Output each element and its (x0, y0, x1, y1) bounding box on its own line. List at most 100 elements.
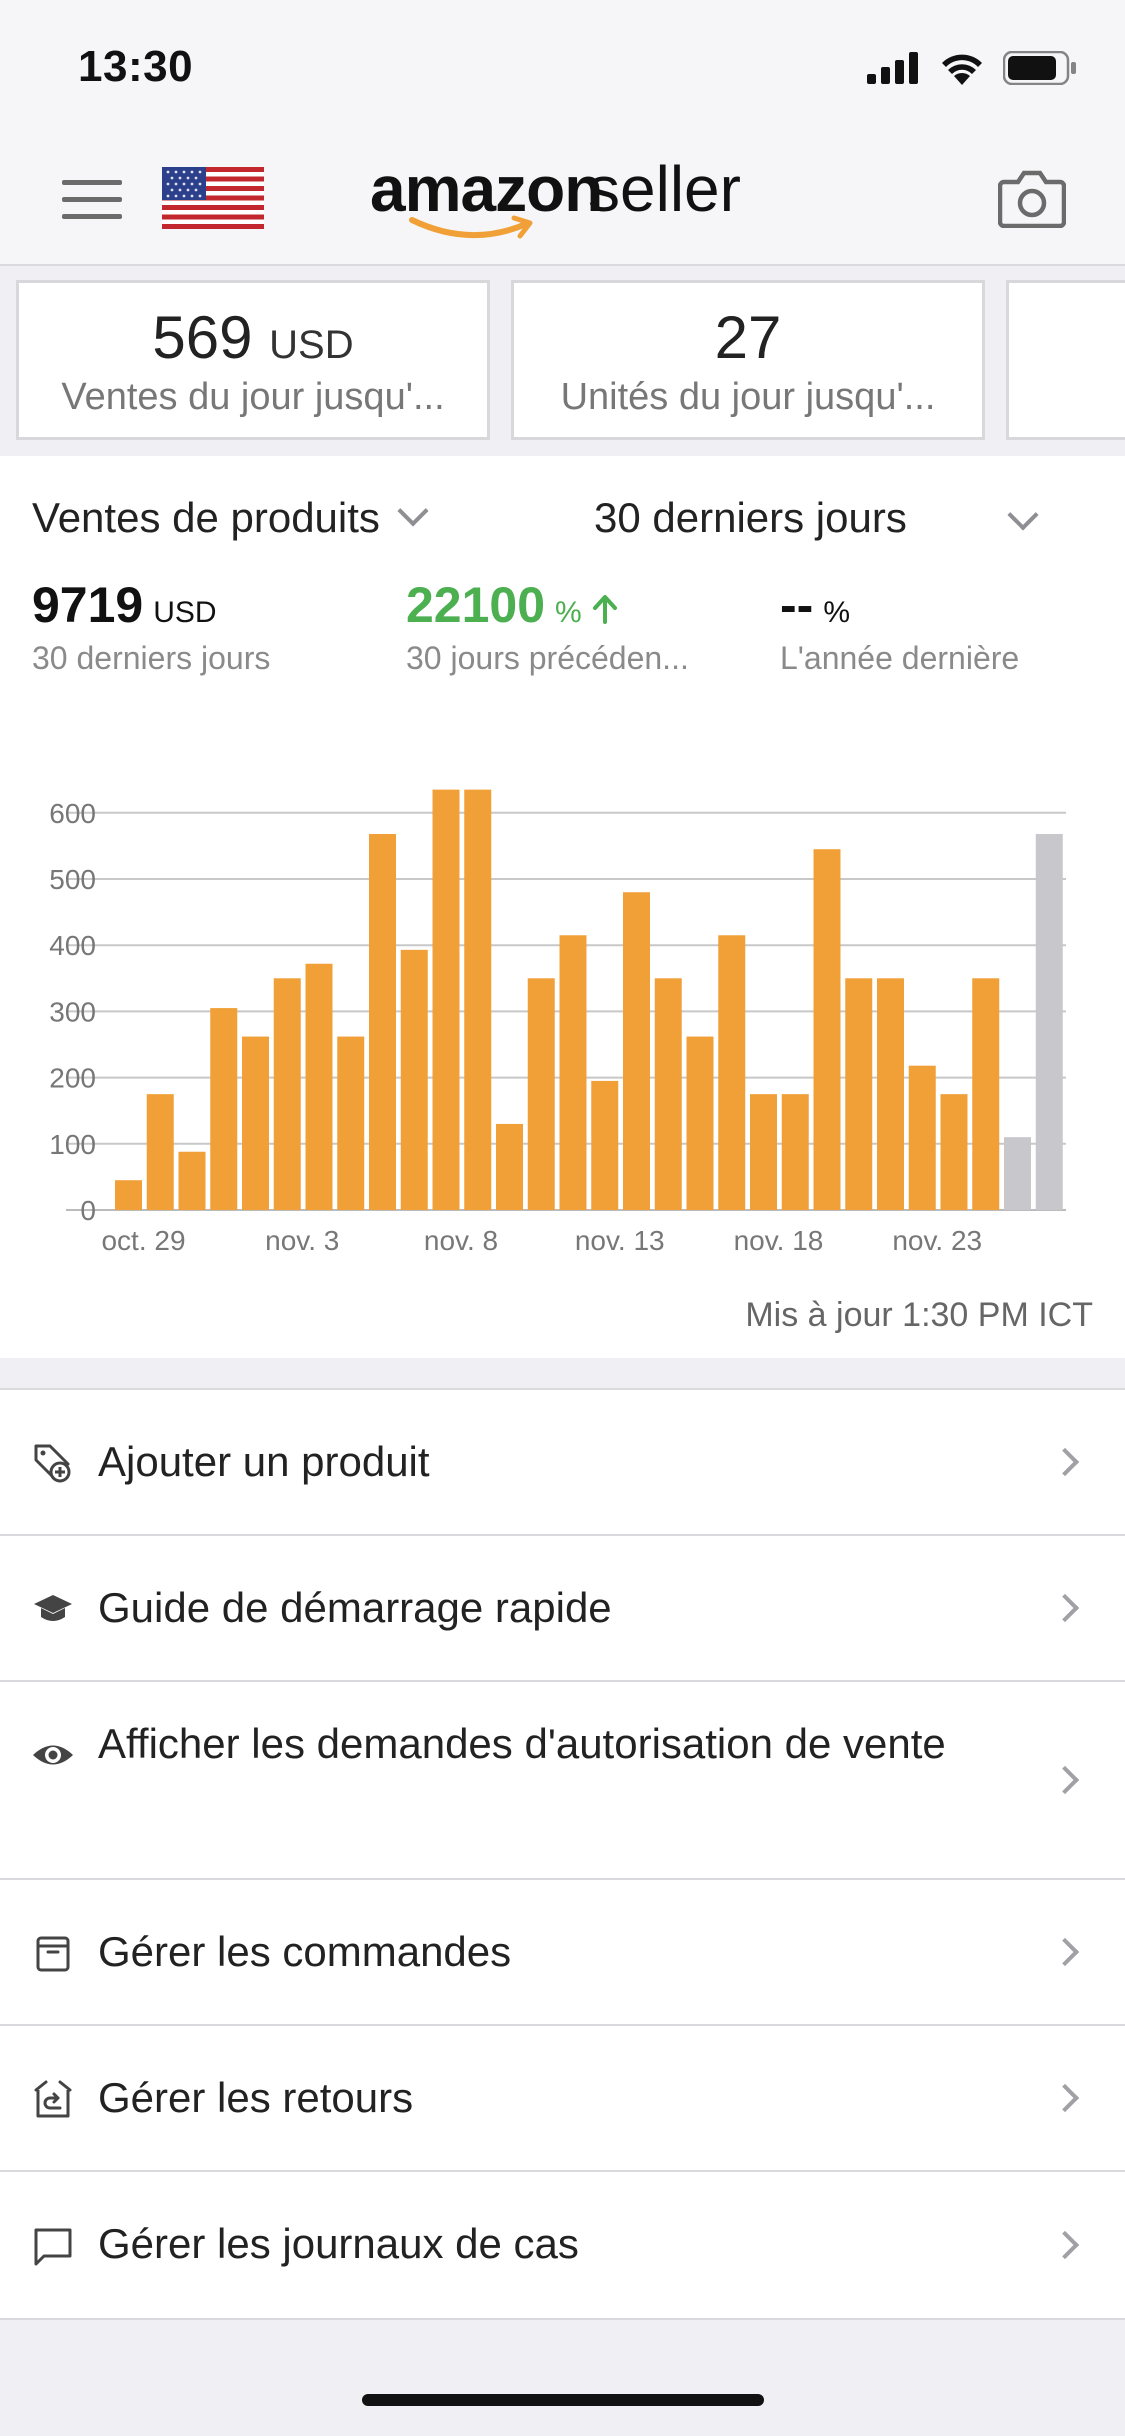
period-dropdown[interactable]: 30 derniers jours (594, 494, 1039, 542)
card-value-unit: USD (269, 323, 354, 367)
sales-panel: Ventes de produits 30 derniers jours 971… (0, 456, 1125, 1358)
status-time: 13:30 (78, 42, 194, 91)
summary-cards: 569 USD Ventes du jour jusqu'... 27 Unit… (0, 266, 1125, 456)
x-tick-label: oct. 29 (101, 1225, 185, 1256)
chevron-right-icon (1050, 2083, 1080, 2113)
bar[interactable] (337, 1036, 365, 1210)
menu-item-manage-returns[interactable]: Gérer les retours (0, 2026, 1125, 2172)
period-dropdown-label: 30 derniers jours (594, 494, 907, 541)
metric-total-value: 9719 (32, 577, 144, 633)
amazon-smile-icon (409, 215, 533, 239)
x-tick-label: nov. 18 (734, 1225, 824, 1256)
bar[interactable] (146, 1094, 174, 1210)
bar[interactable] (686, 1036, 714, 1210)
x-tick-label: nov. 8 (424, 1225, 498, 1256)
chat-bubble-icon (34, 2228, 72, 2266)
metric-change-unit: % (555, 596, 582, 629)
x-tick-label: nov. 3 (265, 1225, 339, 1256)
y-tick-label: 600 (49, 798, 96, 829)
actions-list: Ajouter un produit Guide de démarrage ra… (0, 1388, 1125, 2320)
battery-icon (1003, 51, 1076, 85)
chevron-right-icon (1050, 1765, 1080, 1795)
hamburger-menu-icon[interactable] (62, 180, 122, 220)
menu-item-label: Gérer les commandes (98, 1928, 512, 1975)
bar[interactable] (940, 1094, 968, 1210)
menu-item-approval-requests[interactable]: Afficher les demandes d'autorisation de … (0, 1682, 1125, 1880)
y-tick-label: 500 (49, 864, 96, 895)
sales-today-card[interactable]: 569 USD Ventes du jour jusqu'... (16, 280, 490, 440)
y-tick-label: 200 (49, 1063, 96, 1094)
bar[interactable] (877, 978, 904, 1210)
metric-dropdown[interactable]: Ventes de produits (32, 494, 429, 542)
card-value-number: 569 (152, 304, 253, 371)
card-value-number: 27 (714, 304, 782, 371)
tag-plus-icon (34, 1444, 71, 1483)
bar[interactable] (1004, 1137, 1031, 1210)
amazon-seller-logo: amazon seller (370, 152, 770, 252)
chevron-down-icon (397, 495, 429, 527)
metric-change-value: 22100 (406, 577, 546, 633)
x-tick-label: nov. 23 (892, 1225, 982, 1256)
eye-icon (33, 1745, 73, 1765)
bar[interactable] (591, 1080, 619, 1210)
bar[interactable] (654, 978, 682, 1210)
menu-item-label: Ajouter un produit (98, 1438, 430, 1485)
bar[interactable] (242, 1036, 269, 1210)
logo-amazon-text: amazon (370, 153, 603, 225)
chevron-right-icon (1050, 2230, 1080, 2260)
metric-yoy-unit: % (823, 596, 850, 629)
bar[interactable] (496, 1123, 523, 1210)
bar[interactable] (115, 1180, 142, 1210)
metric-dropdown-label: Ventes de produits (32, 494, 380, 541)
signal-icon (867, 52, 918, 84)
metric-yoy: --% L'année dernière (780, 576, 1019, 677)
status-bar: 13:30 (0, 0, 1125, 130)
app-header: amazon seller (0, 130, 1125, 266)
menu-item-quick-start[interactable]: Guide de démarrage rapide (0, 1536, 1125, 1682)
bar[interactable] (972, 978, 1000, 1210)
bar[interactable] (527, 978, 555, 1210)
bar[interactable] (845, 978, 873, 1210)
chevron-right-icon (1050, 1447, 1080, 1477)
units-today-card[interactable]: 27 Unités du jour jusqu'... (511, 280, 985, 440)
bar[interactable] (400, 949, 428, 1210)
bar[interactable] (1035, 833, 1063, 1210)
menu-item-case-logs[interactable]: Gérer les journaux de cas (0, 2172, 1125, 2320)
bar[interactable] (813, 849, 841, 1210)
next-card-partial[interactable] (1006, 280, 1125, 440)
menu-item-add-product[interactable]: Ajouter un produit (0, 1390, 1125, 1536)
camera-icon[interactable] (998, 168, 1066, 228)
updated-timestamp: Mis à jour 1:30 PM ICT (745, 1296, 1093, 1334)
menu-item-manage-orders[interactable]: Gérer les commandes (0, 1880, 1125, 2026)
bar[interactable] (559, 935, 587, 1210)
bar[interactable] (432, 789, 460, 1210)
home-indicator[interactable] (362, 2394, 764, 2406)
metric-yoy-value: -- (780, 577, 814, 633)
chevron-right-icon (1050, 1593, 1080, 1623)
bar[interactable] (210, 1008, 238, 1210)
wifi-icon (942, 54, 982, 85)
bar[interactable] (908, 1065, 936, 1210)
y-tick-label: 100 (49, 1129, 96, 1160)
bar[interactable] (718, 935, 746, 1210)
card-label: Ventes du jour jusqu'... (61, 376, 445, 418)
bar[interactable] (305, 963, 333, 1210)
menu-item-label: Guide de démarrage rapide (98, 1584, 612, 1631)
bar[interactable] (178, 1151, 206, 1210)
bar[interactable] (464, 789, 492, 1210)
arrow-up-icon (592, 595, 617, 624)
card-value: 569 USD (19, 303, 487, 372)
card-label: Unités du jour jusqu'... (560, 376, 936, 418)
status-icons (867, 48, 1077, 88)
chevron-right-icon (1050, 1937, 1080, 1967)
y-tick-label: 0 (80, 1195, 96, 1226)
bar[interactable] (369, 833, 396, 1210)
bar[interactable] (273, 978, 301, 1210)
metric-total: 9719 USD 30 derniers jours (32, 576, 270, 677)
bar[interactable] (781, 1094, 809, 1210)
us-flag-icon[interactable] (162, 167, 264, 229)
bar[interactable] (750, 1094, 777, 1210)
bar[interactable] (623, 892, 650, 1210)
metric-change-label: 30 jours précéden... (406, 640, 689, 676)
metric-yoy-label: L'année dernière (780, 640, 1020, 676)
